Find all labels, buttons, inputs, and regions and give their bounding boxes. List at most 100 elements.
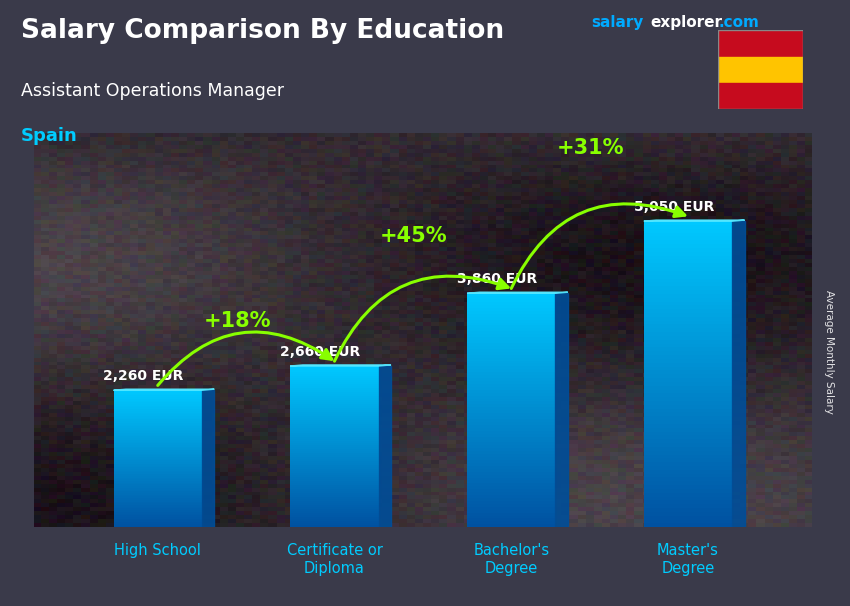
Bar bbox=[643, 290, 732, 294]
Bar bbox=[467, 308, 555, 311]
Bar bbox=[643, 512, 732, 516]
Bar bbox=[643, 420, 732, 424]
Bar bbox=[114, 411, 202, 413]
Polygon shape bbox=[467, 292, 568, 293]
Bar bbox=[643, 359, 732, 363]
Bar bbox=[114, 519, 202, 521]
Bar bbox=[114, 452, 202, 454]
Bar bbox=[291, 453, 379, 454]
Bar bbox=[467, 489, 555, 492]
Bar bbox=[643, 454, 732, 458]
Bar bbox=[643, 382, 732, 385]
Bar bbox=[643, 508, 732, 512]
Bar bbox=[114, 454, 202, 455]
Bar bbox=[643, 435, 732, 439]
Bar bbox=[467, 378, 555, 381]
Bar bbox=[643, 439, 732, 443]
Bar bbox=[643, 390, 732, 393]
Bar bbox=[467, 436, 555, 439]
Bar bbox=[291, 487, 379, 489]
Text: +45%: +45% bbox=[380, 226, 448, 246]
Bar bbox=[114, 394, 202, 395]
Bar bbox=[114, 517, 202, 519]
Bar bbox=[467, 454, 555, 457]
Bar bbox=[291, 493, 379, 495]
Bar bbox=[291, 495, 379, 497]
Bar bbox=[643, 248, 732, 252]
Bar bbox=[291, 404, 379, 406]
Bar bbox=[291, 461, 379, 463]
Bar bbox=[291, 499, 379, 501]
Bar bbox=[291, 479, 379, 481]
Bar bbox=[291, 441, 379, 442]
Bar bbox=[467, 369, 555, 372]
Bar bbox=[114, 416, 202, 418]
Bar bbox=[643, 524, 732, 527]
Bar bbox=[291, 457, 379, 459]
Bar bbox=[467, 469, 555, 471]
Bar bbox=[643, 501, 732, 504]
Bar bbox=[291, 517, 379, 519]
Bar bbox=[467, 335, 555, 337]
Bar bbox=[114, 399, 202, 401]
Bar bbox=[291, 471, 379, 473]
Bar bbox=[467, 358, 555, 361]
Bar bbox=[643, 385, 732, 390]
Bar bbox=[114, 395, 202, 397]
Bar bbox=[643, 324, 732, 328]
Bar bbox=[114, 444, 202, 445]
Bar bbox=[643, 481, 732, 485]
Bar bbox=[291, 388, 379, 390]
Bar bbox=[643, 374, 732, 378]
Bar bbox=[643, 332, 732, 336]
Bar bbox=[467, 425, 555, 428]
Bar bbox=[291, 463, 379, 465]
Bar bbox=[114, 464, 202, 465]
Bar bbox=[467, 510, 555, 513]
Text: salary: salary bbox=[591, 15, 643, 30]
Bar bbox=[291, 402, 379, 404]
Bar bbox=[643, 263, 732, 267]
Bar bbox=[114, 397, 202, 399]
Bar bbox=[467, 492, 555, 495]
Bar bbox=[291, 418, 379, 421]
Bar bbox=[643, 519, 732, 524]
Bar bbox=[291, 525, 379, 527]
Bar bbox=[114, 476, 202, 478]
Bar bbox=[467, 457, 555, 460]
Bar bbox=[467, 407, 555, 410]
Bar bbox=[291, 421, 379, 422]
Bar bbox=[114, 419, 202, 421]
Bar bbox=[291, 376, 379, 378]
Bar bbox=[114, 402, 202, 404]
Bar bbox=[643, 271, 732, 275]
Bar bbox=[291, 380, 379, 382]
Bar bbox=[467, 419, 555, 422]
Bar bbox=[467, 448, 555, 451]
Bar bbox=[467, 319, 555, 322]
Bar bbox=[467, 328, 555, 331]
Bar bbox=[114, 390, 202, 392]
Bar bbox=[114, 500, 202, 502]
Bar bbox=[114, 496, 202, 498]
Polygon shape bbox=[202, 390, 214, 527]
Bar bbox=[114, 488, 202, 490]
Bar bbox=[114, 522, 202, 524]
Bar bbox=[467, 349, 555, 351]
Bar bbox=[114, 507, 202, 508]
Bar bbox=[291, 366, 379, 368]
Bar bbox=[291, 451, 379, 453]
Bar bbox=[467, 305, 555, 308]
Bar bbox=[467, 311, 555, 314]
Bar bbox=[643, 363, 732, 367]
Bar bbox=[114, 521, 202, 522]
Bar bbox=[114, 433, 202, 435]
Bar bbox=[114, 418, 202, 419]
Bar bbox=[114, 491, 202, 493]
Bar bbox=[467, 375, 555, 378]
Bar bbox=[467, 442, 555, 445]
Bar bbox=[467, 302, 555, 305]
Bar bbox=[467, 404, 555, 407]
Bar bbox=[643, 351, 732, 355]
Bar bbox=[114, 405, 202, 407]
